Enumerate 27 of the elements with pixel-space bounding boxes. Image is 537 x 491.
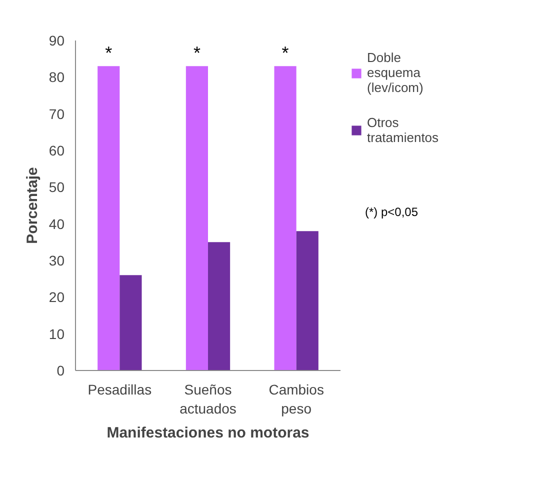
annotation: *	[193, 43, 200, 64]
note: (*) p<0,05	[365, 205, 418, 219]
x-axis-title: Manifestaciones no motoras	[106, 424, 310, 442]
annotation: *	[282, 43, 289, 64]
bar	[120, 275, 142, 370]
y-tick-label: 20	[48, 289, 65, 306]
y-axis-title: Porcentaje	[24, 167, 41, 244]
y-tick-label: 40	[48, 216, 65, 232]
y-tick-label: 80	[48, 69, 65, 86]
bar	[208, 242, 230, 370]
legend-label: Doble esquema (lev/icom)	[367, 50, 424, 95]
annotation: *	[105, 43, 112, 64]
y-tick-label: 60	[48, 142, 65, 158]
bar	[296, 231, 318, 370]
bar	[98, 66, 120, 370]
y-tick-label: 50	[48, 179, 65, 196]
bar	[274, 66, 296, 370]
x-tick-label: Cambios peso	[268, 382, 324, 417]
x-tick-label: Sueños actuados	[180, 382, 236, 417]
x-tick-label: Pesadillas	[88, 382, 152, 398]
bar	[186, 66, 208, 370]
y-tick-label: 90	[48, 32, 65, 48]
y-tick-label: 10	[48, 326, 65, 342]
y-tick-label: 30	[48, 252, 65, 268]
y-tick-label: 70	[48, 106, 65, 122]
y-tick-label: 0	[56, 362, 65, 378]
legend-label: Otros tratamientos	[367, 115, 439, 145]
